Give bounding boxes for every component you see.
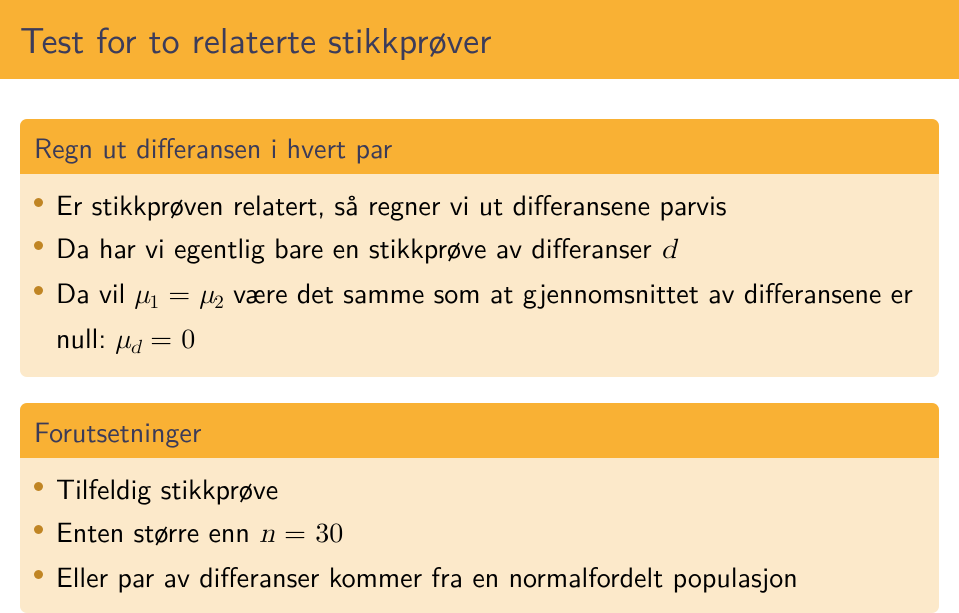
block-2-header: Forutsetninger xyxy=(20,403,939,458)
list-item: Da har vi egentlig bare en stikkprøve av… xyxy=(56,227,925,271)
block-2: Forutsetninger Tilfeldig stikkprøve Ente… xyxy=(20,403,939,613)
list-item: Da vil μ1 = μ2 være det samme som at gje… xyxy=(56,272,925,361)
block-1-list: Er stikkprøven relatert, så regner vi ut… xyxy=(34,184,925,361)
block-2-body: Tilfeldig stikkprøve Enten større enn n … xyxy=(20,458,939,613)
list-item: Tilfeldig stikkprøve xyxy=(56,468,925,509)
block-1-header: Regn ut differansen i hvert par xyxy=(20,119,939,174)
block-2-list: Tilfeldig stikkprøve Enten større enn n … xyxy=(34,468,925,597)
slide-content: Regn ut differansen i hvert par Er stikk… xyxy=(0,79,959,613)
slide-title: Test for to relaterte stikkprøver xyxy=(20,12,939,65)
slide-title-bar: Test for to relaterte stikkprøver xyxy=(0,0,959,79)
list-item: Er stikkprøven relatert, så regner vi ut… xyxy=(56,184,925,225)
list-item: Enten større enn n = 30 xyxy=(56,511,925,555)
block-1-body: Er stikkprøven relatert, så regner vi ut… xyxy=(20,174,939,377)
block-1: Regn ut differansen i hvert par Er stikk… xyxy=(20,119,939,377)
list-item: Eller par av differanser kommer fra en n… xyxy=(56,556,925,597)
